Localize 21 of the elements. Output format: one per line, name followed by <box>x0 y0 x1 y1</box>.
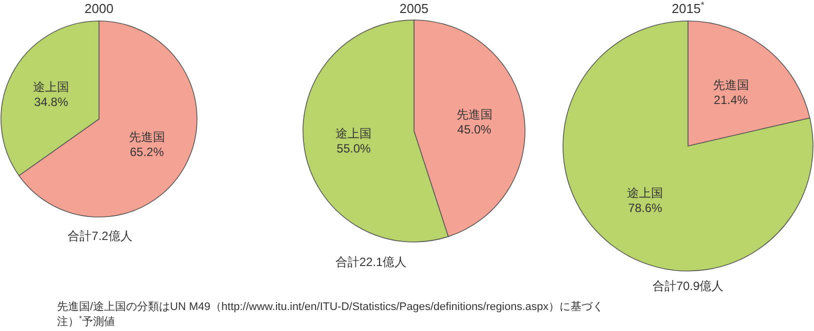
chart-title: 2015$^{*}$ <box>672 0 705 16</box>
data-label: 55.0% <box>336 142 372 156</box>
slice-label: 途上国 <box>33 80 70 94</box>
chart-title: 2000 <box>84 1 114 16</box>
data-label: 21.4% <box>714 93 748 108</box>
data-label: 45.0% <box>457 122 492 136</box>
slice-label: 先進国 <box>128 130 165 144</box>
data-label: 78.6% <box>628 200 663 215</box>
text: 合計7.2億人 <box>68 229 132 243</box>
slice-label: 途上国 <box>336 126 372 141</box>
data-label: 34.8% <box>34 95 68 110</box>
chart-title: 2005 <box>400 1 428 16</box>
slice-label: 先進国 <box>712 78 749 92</box>
text: 合計22.1億人 <box>335 255 407 269</box>
slice-label: 途上国 <box>627 186 664 200</box>
data-label: 65.2% <box>130 144 164 159</box>
slice-label: 先進国 <box>456 107 492 122</box>
text: 先進国/途上国の分類はUN M49（http://www.itu.int/en/ITU-D/Statistics/Pages/definitions/regions.aspx）に基づく <box>57 300 604 313</box>
text: 注）$^{*}$予測値 <box>57 314 115 328</box>
text: 合計70.9億人 <box>652 279 724 293</box>
pie-slice <box>562 20 814 272</box>
